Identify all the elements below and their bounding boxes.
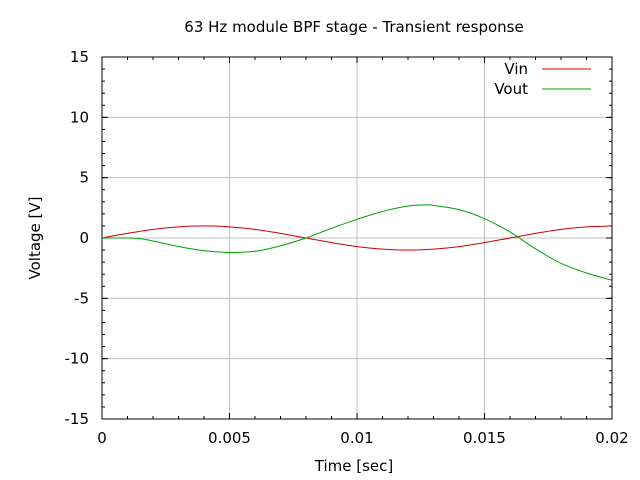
- x-tick-label: 0.005: [208, 429, 251, 447]
- series: [101, 204, 613, 281]
- x-tick-label: 0.015: [463, 429, 506, 447]
- ticks: 0 0.005 0.01 0.015 0.02 15 10 5 0 -5 -10 -15: [65, 48, 629, 447]
- grid: [102, 57, 612, 419]
- series-line-vin: [101, 225, 613, 251]
- y-tick-label: 10: [70, 108, 89, 126]
- y-tick-label: -15: [65, 410, 90, 428]
- y-tick-label: -10: [65, 350, 90, 368]
- y-tick-label: 15: [70, 48, 89, 66]
- legend: Vin Vout: [494, 60, 591, 98]
- y-axis-label: Voltage [V]: [26, 197, 44, 280]
- legend-label-vin: Vin: [504, 60, 528, 78]
- y-tick-label: -5: [74, 289, 89, 307]
- legend-label-vout: Vout: [494, 80, 528, 98]
- x-tick-label: 0: [97, 429, 107, 447]
- plot-frame: [101, 56, 613, 420]
- chart-title: 63 Hz module BPF stage - Transient respo…: [184, 18, 523, 36]
- x-tick-label: 0.02: [595, 429, 628, 447]
- y-tick-label: 5: [79, 169, 89, 187]
- x-tick-label: 0.01: [340, 429, 373, 447]
- y-tick-label: 0: [79, 229, 89, 247]
- series-line-vout: [101, 204, 613, 281]
- x-axis-label: Time [sec]: [314, 457, 393, 475]
